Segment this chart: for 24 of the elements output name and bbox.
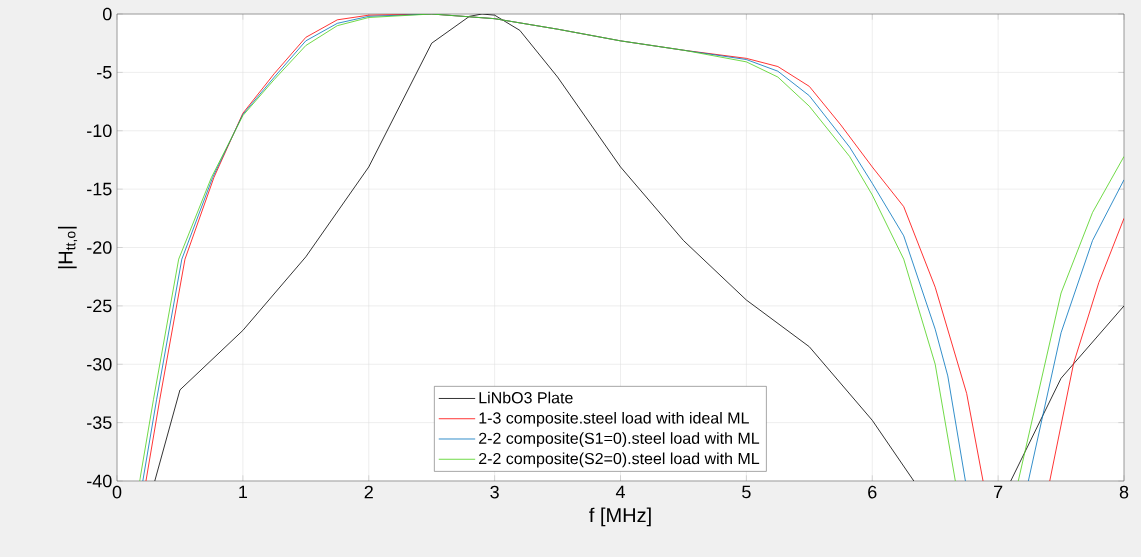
y-tick-label: -10	[87, 124, 112, 138]
y-tick-label: 0	[102, 7, 112, 21]
x-tick-label: 3	[490, 485, 499, 499]
x-tick-label: 0	[112, 485, 122, 499]
y-tick-label: -5	[97, 66, 112, 79]
y-tick-label: -25	[87, 299, 112, 313]
legend-label: LiNbO3 Plate	[479, 391, 573, 404]
legend-label: 2-2 composite(S2=0).steel load with ML	[479, 452, 760, 468]
x-tick-label: 5	[742, 485, 751, 499]
y-tick-label: -20	[87, 241, 112, 254]
y-tick-label: -40	[87, 474, 112, 488]
y-axis-title: |H$_{tt,o}$|	[57, 226, 78, 269]
y-tick-label: -35	[87, 416, 112, 429]
y-tick-label: -30	[87, 357, 112, 371]
legend-label: 1-3 composite.steel load with ideal ML	[479, 411, 749, 427]
x-tick-label: 2	[364, 485, 373, 499]
y-tick-label: -15	[87, 182, 112, 196]
x-tick-label: 7	[994, 485, 1003, 499]
legend-label: 2-2 composite(S1=0).steel load with ML	[479, 432, 760, 448]
x-tick-label: 6	[868, 485, 877, 499]
x-tick-label: 8	[1119, 485, 1129, 499]
x-axis-title: f [MHz]	[589, 507, 651, 527]
x-tick-label: 4	[615, 485, 625, 499]
x-tick-label: 1	[239, 485, 248, 499]
